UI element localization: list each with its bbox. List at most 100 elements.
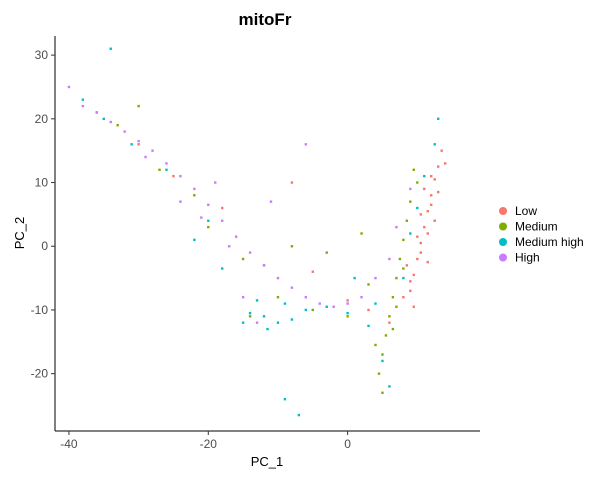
y-tick-label: 20 [35,112,49,126]
data-point [248,251,252,254]
data-point [409,232,412,235]
legend-marker [499,238,507,246]
data-point [430,194,433,197]
data-point [409,280,412,283]
data-point [398,257,402,261]
data-point [443,162,447,165]
legend-label: Low [515,204,537,218]
data-point [290,286,294,289]
data-point [234,235,238,238]
data-point [172,174,175,178]
data-point [367,324,370,328]
data-point [430,203,433,207]
data-point [137,104,140,108]
data-point [144,155,147,159]
data-point [276,276,280,280]
data-point [360,232,363,235]
data-point [374,302,377,305]
data-point [426,232,429,235]
data-point [405,219,409,222]
data-point [214,181,217,184]
data-point [221,267,224,270]
data-point [419,241,422,245]
data-point [137,139,140,143]
data-point [402,267,405,270]
data-point [255,321,259,324]
legend-label: Medium high [515,235,584,249]
y-tick-label: 0 [41,239,48,253]
data-point [207,219,210,222]
data-point [436,190,440,194]
data-point [388,321,391,324]
data-point [346,315,349,318]
data-point [123,130,126,133]
data-point [221,219,224,222]
y-axis-label: PC_2 [12,217,27,250]
data-point [430,174,433,178]
data-point [95,111,99,114]
points-layer [67,47,447,417]
data-point [426,260,429,264]
x-tick-label: 0 [344,437,351,451]
x-tick-label: -40 [60,437,78,451]
data-point [283,302,287,305]
data-point [388,257,391,261]
data-point [423,174,426,178]
data-point [436,117,440,121]
data-point [290,245,294,248]
data-point [262,315,266,318]
data-point [290,181,294,184]
data-point [419,251,422,254]
x-axis-label: PC_1 [251,454,284,469]
data-point [304,296,308,299]
data-point [311,270,314,273]
data-point [381,353,384,356]
data-point [360,296,363,299]
data-point [419,213,422,216]
data-point [395,225,398,229]
data-point [412,305,416,308]
data-point [367,308,370,312]
data-point [412,168,416,171]
data-point [402,276,405,280]
data-point [395,276,398,280]
data-point [102,117,105,121]
data-point [391,327,395,331]
data-point [207,225,210,229]
data-point [255,299,259,302]
legend-marker [499,222,507,231]
data-point [109,120,112,124]
data-point [266,327,269,331]
data-point [67,85,71,89]
data-point [367,283,370,286]
data-point [109,47,112,50]
data-point [374,343,377,347]
data-point [416,257,419,261]
data-point [262,264,266,267]
data-point [248,315,252,318]
data-point [297,413,301,417]
legend-marker [499,207,507,215]
data-point [433,219,436,222]
y-axis-ticks: -20 -10 0 10 20 30 [31,48,55,381]
data-point [388,315,391,318]
data-point [227,245,231,248]
data-point [346,311,349,315]
data-point [384,334,388,337]
data-point [381,391,384,394]
data-point [318,302,321,305]
data-point [241,321,245,324]
y-tick-label: 10 [35,176,49,190]
data-point [137,143,140,146]
data-point [81,104,85,108]
data-point [193,238,196,242]
legend-label: High [515,251,540,265]
data-point [426,210,429,213]
data-point [332,305,335,308]
data-point [416,235,419,238]
y-tick-label: -10 [31,303,49,317]
data-point [221,206,224,210]
data-point [283,397,287,401]
